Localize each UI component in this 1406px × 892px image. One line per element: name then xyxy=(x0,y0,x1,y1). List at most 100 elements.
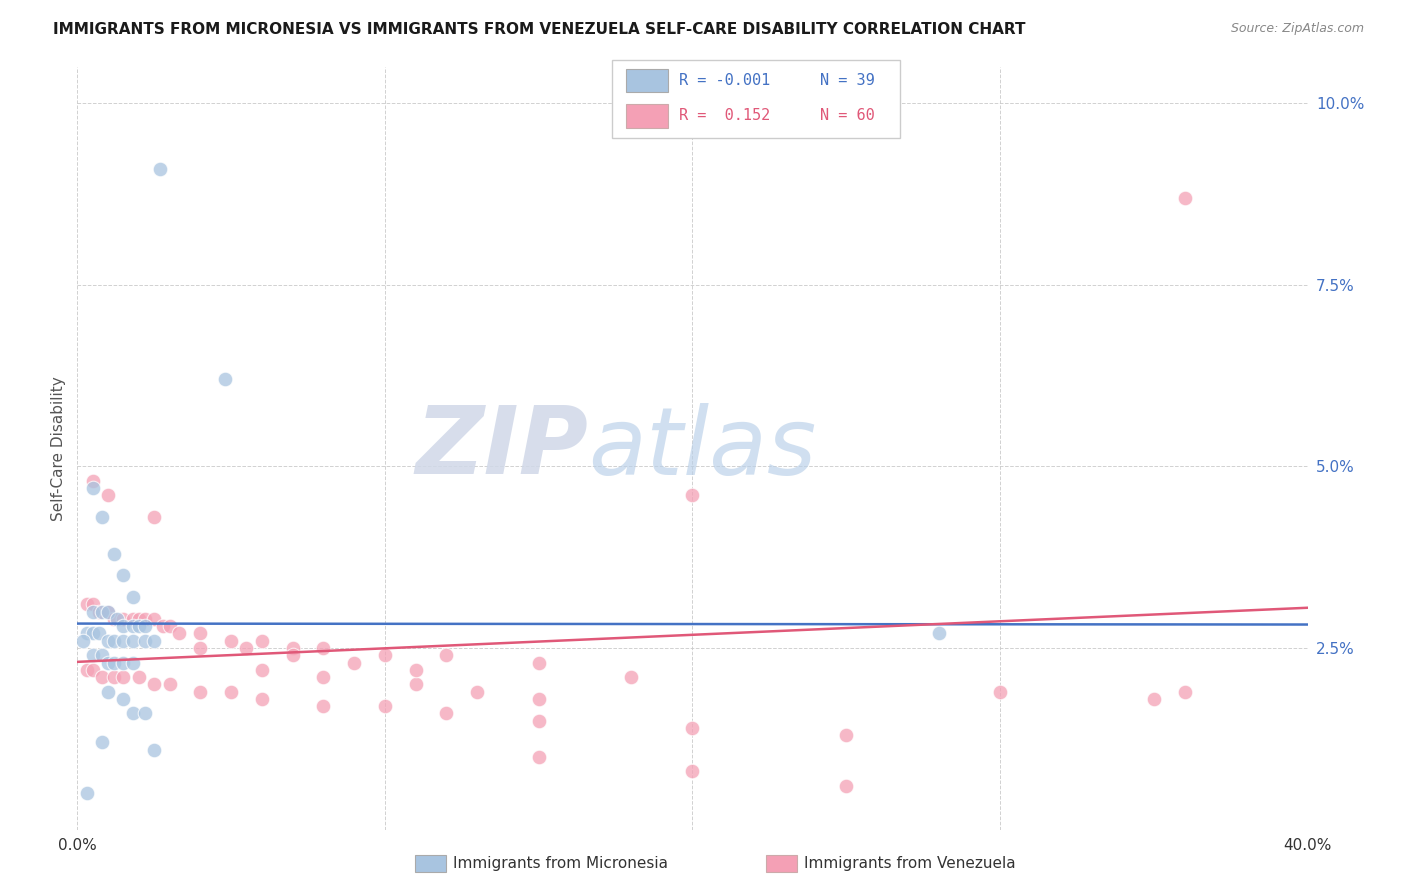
Point xyxy=(90,670,114,684)
Point xyxy=(312,670,335,684)
Point xyxy=(143,633,166,648)
Point xyxy=(250,691,273,706)
Point xyxy=(188,640,212,655)
Point xyxy=(90,605,114,619)
Point xyxy=(312,699,335,714)
Point xyxy=(159,619,181,633)
Point xyxy=(87,626,110,640)
Point xyxy=(97,605,120,619)
Point xyxy=(281,640,304,655)
Point xyxy=(436,648,458,663)
Point xyxy=(103,656,125,670)
Point xyxy=(527,750,550,764)
Point xyxy=(121,612,143,626)
Point xyxy=(76,663,98,677)
Point xyxy=(188,684,212,698)
Point xyxy=(682,488,704,502)
Text: Immigrants from Micronesia: Immigrants from Micronesia xyxy=(453,856,668,871)
Point xyxy=(128,670,150,684)
Point xyxy=(219,684,242,698)
Point xyxy=(90,648,114,663)
Point xyxy=(97,656,120,670)
Point xyxy=(835,779,858,793)
Point xyxy=(134,619,156,633)
Point xyxy=(143,510,166,524)
Point xyxy=(112,670,135,684)
Point xyxy=(112,568,135,582)
Point xyxy=(112,633,135,648)
Point xyxy=(103,670,125,684)
Point xyxy=(219,633,242,648)
Point xyxy=(97,633,120,648)
Point xyxy=(121,590,143,604)
Point xyxy=(835,728,858,742)
Point xyxy=(143,612,166,626)
Point xyxy=(128,619,150,633)
Point xyxy=(112,619,135,633)
Point xyxy=(128,612,150,626)
Point xyxy=(374,648,396,663)
Text: Immigrants from Venezuela: Immigrants from Venezuela xyxy=(804,856,1017,871)
Point xyxy=(90,735,114,749)
Point xyxy=(72,633,94,648)
Point xyxy=(143,677,166,691)
Point xyxy=(527,714,550,728)
Point xyxy=(928,626,950,640)
Point xyxy=(112,612,135,626)
Text: Source: ZipAtlas.com: Source: ZipAtlas.com xyxy=(1230,22,1364,36)
Point xyxy=(121,706,143,721)
Text: R = -0.001: R = -0.001 xyxy=(679,73,770,87)
Point xyxy=(82,648,104,663)
Point xyxy=(82,481,104,495)
Text: R =  0.152: R = 0.152 xyxy=(679,109,770,123)
Point xyxy=(465,684,488,698)
Point xyxy=(82,626,104,640)
Text: IMMIGRANTS FROM MICRONESIA VS IMMIGRANTS FROM VENEZUELA SELF-CARE DISABILITY COR: IMMIGRANTS FROM MICRONESIA VS IMMIGRANTS… xyxy=(53,22,1026,37)
Point xyxy=(374,699,396,714)
Point xyxy=(82,474,104,488)
Point xyxy=(121,656,143,670)
Point xyxy=(405,663,427,677)
Point xyxy=(1143,691,1166,706)
Point xyxy=(121,633,143,648)
Point xyxy=(103,547,125,561)
Point xyxy=(682,764,704,779)
Y-axis label: Self-Care Disability: Self-Care Disability xyxy=(51,376,66,521)
Point xyxy=(76,626,98,640)
Point xyxy=(103,612,125,626)
Point xyxy=(97,684,120,698)
Point xyxy=(105,612,128,626)
Point xyxy=(152,619,174,633)
Point xyxy=(405,677,427,691)
Point xyxy=(134,633,156,648)
Point xyxy=(343,656,366,670)
Point xyxy=(143,742,166,756)
Point xyxy=(149,161,172,176)
Point xyxy=(87,605,110,619)
Point xyxy=(620,670,643,684)
Point xyxy=(436,706,458,721)
Text: N = 39: N = 39 xyxy=(820,73,875,87)
Point xyxy=(167,626,190,640)
Point xyxy=(82,663,104,677)
Point xyxy=(682,721,704,735)
Point xyxy=(159,677,181,691)
Point xyxy=(97,605,120,619)
Text: N = 60: N = 60 xyxy=(820,109,875,123)
Text: atlas: atlas xyxy=(588,402,815,494)
Point xyxy=(1174,684,1197,698)
Point xyxy=(312,640,335,655)
Point xyxy=(988,684,1011,698)
Point xyxy=(82,598,104,612)
Point xyxy=(112,691,135,706)
Point xyxy=(121,619,143,633)
Point xyxy=(90,510,114,524)
Text: ZIP: ZIP xyxy=(415,402,588,494)
Point xyxy=(97,488,120,502)
Point xyxy=(134,612,156,626)
Point xyxy=(1174,191,1197,205)
Point xyxy=(112,656,135,670)
Point xyxy=(82,605,104,619)
Point xyxy=(134,706,156,721)
Point xyxy=(281,648,304,663)
